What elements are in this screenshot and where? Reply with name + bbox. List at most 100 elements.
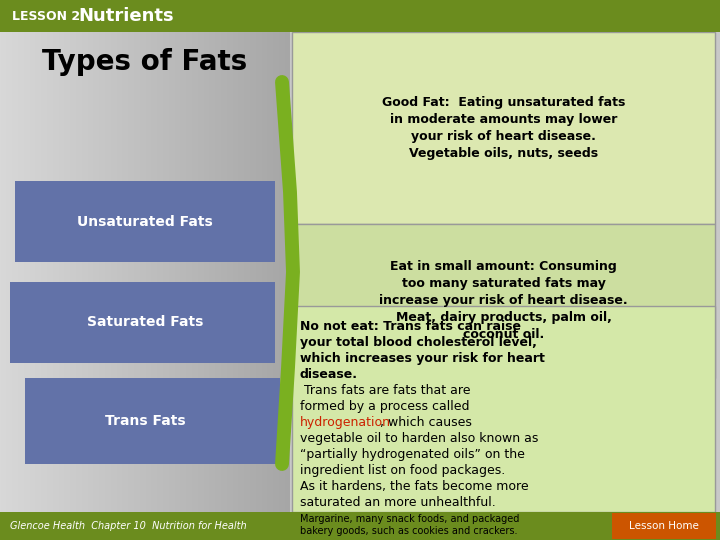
- Bar: [169, 32, 170, 512]
- Bar: [13, 32, 14, 512]
- Bar: [292, 32, 715, 224]
- Bar: [253, 32, 254, 512]
- Bar: [41, 32, 42, 512]
- Bar: [102, 32, 103, 512]
- Bar: [116, 32, 117, 512]
- Bar: [109, 32, 110, 512]
- Text: As it hardens, the fats become more: As it hardens, the fats become more: [300, 480, 528, 492]
- Bar: [292, 306, 715, 512]
- Bar: [153, 32, 154, 512]
- Bar: [229, 32, 230, 512]
- Bar: [23, 32, 24, 512]
- Bar: [258, 32, 259, 512]
- Bar: [128, 32, 129, 512]
- Bar: [188, 32, 189, 512]
- Bar: [98, 32, 99, 512]
- Bar: [92, 32, 93, 512]
- Bar: [216, 32, 217, 512]
- Bar: [38, 32, 39, 512]
- Bar: [17, 32, 18, 512]
- Bar: [32, 32, 33, 512]
- Bar: [5, 32, 6, 512]
- Bar: [130, 32, 131, 512]
- Text: Types of Fats: Types of Fats: [42, 48, 248, 76]
- Bar: [183, 32, 184, 512]
- Text: No not eat: Trans fats can raise: No not eat: Trans fats can raise: [300, 320, 521, 333]
- Bar: [141, 32, 142, 512]
- Bar: [190, 32, 191, 512]
- Bar: [201, 32, 202, 512]
- Bar: [283, 32, 284, 512]
- Bar: [43, 32, 44, 512]
- Bar: [37, 32, 38, 512]
- Bar: [88, 32, 89, 512]
- Bar: [256, 32, 257, 512]
- Bar: [223, 32, 224, 512]
- Bar: [184, 32, 185, 512]
- Bar: [3, 32, 4, 512]
- Bar: [290, 32, 720, 512]
- Bar: [237, 32, 238, 512]
- Bar: [145, 32, 146, 512]
- Bar: [138, 32, 139, 512]
- Bar: [147, 32, 148, 512]
- Text: Lesson Home: Lesson Home: [629, 521, 699, 531]
- Bar: [71, 32, 72, 512]
- Bar: [218, 32, 219, 512]
- Bar: [122, 32, 123, 512]
- Bar: [26, 32, 27, 512]
- Bar: [199, 32, 200, 512]
- Bar: [2, 32, 3, 512]
- Bar: [280, 32, 281, 512]
- Bar: [285, 32, 286, 512]
- Text: “partially hydrogenated oils” on the: “partially hydrogenated oils” on the: [300, 448, 525, 461]
- Bar: [9, 32, 10, 512]
- Bar: [61, 32, 62, 512]
- Bar: [95, 32, 96, 512]
- Bar: [195, 32, 196, 512]
- Bar: [189, 32, 190, 512]
- Bar: [135, 32, 136, 512]
- Text: Good Fat:  Eating unsaturated fats
in moderate amounts may lower
your risk of he: Good Fat: Eating unsaturated fats in mod…: [382, 96, 625, 160]
- Bar: [110, 32, 111, 512]
- Text: Trans fats are fats that are: Trans fats are fats that are: [300, 383, 470, 396]
- Bar: [0, 0, 720, 32]
- Bar: [233, 32, 234, 512]
- Bar: [30, 32, 31, 512]
- Bar: [157, 32, 158, 512]
- Bar: [174, 32, 175, 512]
- Bar: [268, 32, 269, 512]
- Bar: [50, 32, 51, 512]
- Bar: [83, 32, 84, 512]
- Bar: [78, 32, 79, 512]
- Bar: [118, 32, 119, 512]
- Bar: [202, 32, 203, 512]
- Text: Saturated Fats: Saturated Fats: [87, 315, 203, 329]
- Bar: [75, 32, 76, 512]
- Bar: [155, 32, 156, 512]
- Bar: [178, 32, 179, 512]
- Bar: [213, 32, 214, 512]
- Bar: [1, 32, 2, 512]
- Bar: [127, 32, 128, 512]
- Bar: [58, 32, 59, 512]
- Bar: [0, 32, 1, 512]
- Bar: [121, 32, 122, 512]
- Bar: [4, 32, 5, 512]
- Bar: [292, 224, 715, 377]
- Bar: [64, 32, 65, 512]
- Text: Trans Fats: Trans Fats: [104, 414, 185, 428]
- Bar: [65, 32, 66, 512]
- Bar: [89, 32, 90, 512]
- Bar: [142, 32, 143, 512]
- Bar: [68, 32, 69, 512]
- Text: hydrogenation: hydrogenation: [300, 416, 391, 429]
- Bar: [111, 32, 112, 512]
- Bar: [227, 32, 228, 512]
- Bar: [164, 32, 165, 512]
- Bar: [28, 32, 29, 512]
- Bar: [47, 32, 48, 512]
- Bar: [45, 32, 46, 512]
- Bar: [144, 32, 145, 512]
- Bar: [246, 32, 247, 512]
